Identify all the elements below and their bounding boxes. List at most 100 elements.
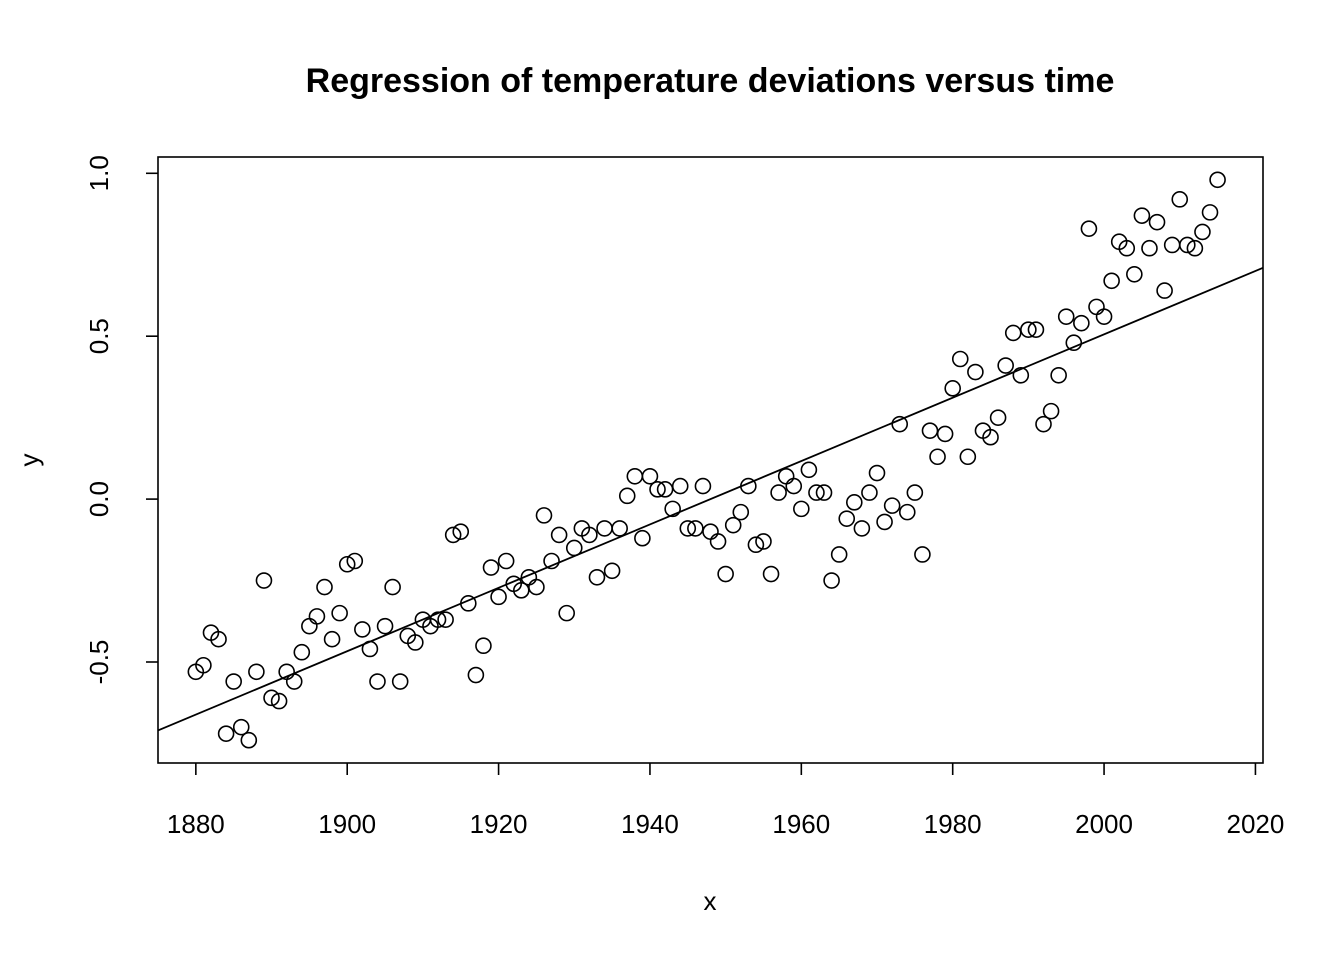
point-1994 [1050,366,1067,384]
x-axis: 1880 1900 1920 1940 1960 1980 2000 2020 [167,763,1284,839]
point-1983 [967,363,984,381]
point-1888 [248,663,265,681]
point-1901 [346,552,364,570]
point-1914 [444,526,462,544]
y-tick-label-2: 0.5 [84,318,114,354]
point-1972 [883,497,901,514]
point-1943 [664,500,681,518]
point-1906 [384,578,401,596]
point-1933 [588,568,606,586]
y-tick-label-0: -0.5 [84,640,114,685]
point-1966 [838,510,856,527]
point-1951 [724,516,742,534]
point-1975 [906,484,924,501]
point-2004 [1126,265,1143,283]
x-axis-label: x [704,886,717,916]
point-1974 [898,503,916,521]
point-1998 [1080,220,1098,237]
x-tick-label-1940: 1940 [621,809,679,839]
point-1932 [581,526,598,544]
x-tick-label-1900: 1900 [318,809,376,839]
point-1977 [921,422,939,439]
point-1928 [550,526,568,544]
point-1986 [989,409,1007,426]
point-1955 [755,533,772,550]
regression-line-group [157,266,1264,732]
x-tick-label-2000: 2000 [1075,809,1133,839]
y-axis-label: y [14,454,44,467]
point-2000 [1095,308,1113,325]
point-1979 [936,425,954,443]
point-1978 [929,448,946,466]
point-1897 [316,578,333,596]
point-1960 [793,500,810,518]
x-tick-label-1960: 1960 [772,809,830,839]
point-1900 [338,555,356,573]
point-1904 [369,673,386,690]
point-1989 [1012,366,1030,384]
point-1913 [437,611,454,628]
point-2013 [1194,223,1211,241]
point-1918 [475,637,492,655]
point-1902 [354,621,371,638]
point-1970 [868,464,886,482]
point-1997 [1073,314,1090,332]
point-1923 [512,582,530,599]
scatter-points [187,171,1226,749]
point-1956 [762,565,780,583]
point-1971 [876,513,893,531]
point-1996 [1065,334,1083,352]
point-1992 [1035,415,1052,433]
point-1954 [747,536,765,554]
point-1964 [823,572,840,589]
point-1936 [611,520,628,537]
plot-frame [157,156,1264,764]
point-1987 [997,357,1014,374]
x-tick-label-1880: 1880 [167,809,225,839]
point-1890 [263,689,280,707]
point-1945 [679,520,697,537]
x-tick-label-1920: 1920 [470,809,528,839]
point-1947 [694,477,712,495]
point-1952 [732,503,750,521]
point-1968 [853,520,871,537]
point-1926 [535,507,553,524]
point-1891 [270,692,288,710]
point-1980 [944,380,961,397]
point-1959 [785,477,803,495]
point-1941 [649,481,666,498]
point-1938 [626,467,644,485]
point-1894 [293,643,311,661]
point-1976 [914,546,931,563]
point-1895 [301,617,318,635]
point-2008 [1156,282,1173,299]
point-2005 [1133,207,1151,224]
point-1961 [800,461,818,479]
point-1940 [641,467,659,485]
point-1995 [1057,308,1075,325]
x-tick-label-2020: 2020 [1227,809,1285,839]
point-1912 [429,611,447,628]
point-1993 [1042,402,1060,420]
x-tick-label-1980: 1980 [924,809,982,839]
point-1915 [452,523,470,540]
chart-title: Regression of temperature deviations ver… [306,62,1115,100]
point-1958 [777,467,795,485]
point-1898 [323,630,341,648]
point-1963 [815,484,833,501]
point-1883 [210,630,227,648]
point-1927 [543,552,560,570]
point-2009 [1163,236,1181,254]
point-1899 [331,604,348,622]
point-1934 [596,520,613,537]
point-1886 [232,718,250,736]
point-1919 [482,559,500,576]
point-1942 [656,481,674,498]
point-1969 [861,484,878,501]
point-1887 [240,731,258,749]
point-1937 [618,487,636,505]
point-1962 [808,484,825,501]
point-2014 [1201,204,1219,221]
point-1920 [490,588,507,606]
